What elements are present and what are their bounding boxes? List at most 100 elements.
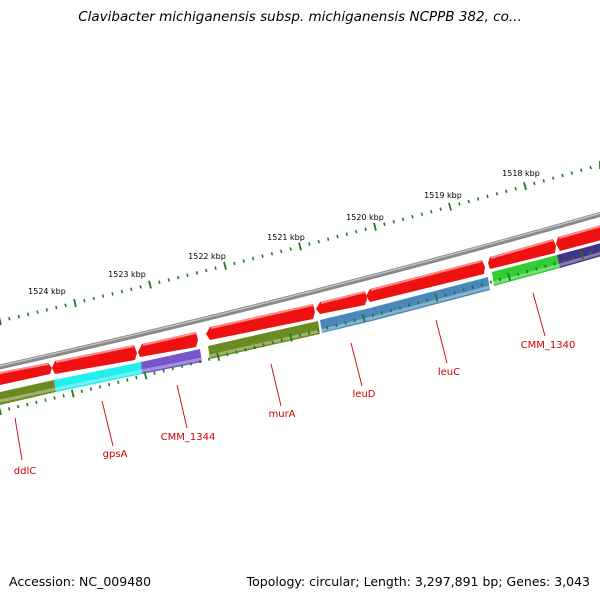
forward-gene-6[interactable]	[366, 260, 485, 302]
gene-label-ddlC[interactable]: ddlC	[14, 466, 36, 477]
outer-minor-tick	[514, 186, 517, 191]
outer-minor-tick	[467, 199, 470, 204]
outer-minor-tick	[336, 234, 339, 239]
outer-major-tick	[223, 261, 227, 270]
inner-major-tick	[70, 389, 75, 398]
outer-minor-tick	[364, 227, 367, 231]
gene-bar-leuC[interactable]	[370, 277, 490, 321]
leader-ddlC	[14, 417, 23, 461]
inner-minor-tick	[17, 404, 20, 409]
gene-bar-dark[interactable]	[557, 242, 600, 268]
outer-minor-tick	[233, 261, 236, 266]
inner-minor-tick	[117, 380, 120, 384]
outer-minor-tick	[345, 232, 349, 236]
inner-major-tick	[289, 333, 293, 342]
inner-minor-tick	[298, 333, 302, 337]
outer-minor-tick	[495, 192, 499, 196]
outer-minor-tick	[439, 207, 442, 211]
gene-label-layer: ddlC gpsA CMM_1344 murA leuD leuC CMM_13…	[14, 340, 576, 477]
gene-label-murA[interactable]: murA	[268, 409, 295, 420]
inner-major-tick	[0, 406, 2, 416]
inner-minor-tick	[62, 394, 65, 398]
inner-minor-tick	[326, 326, 329, 330]
outer-minor-tick	[355, 229, 358, 234]
gene-label-CMM_1340[interactable]: CMM_1340	[521, 340, 576, 351]
outer-minor-tick	[533, 181, 536, 186]
outer-minor-tick	[251, 256, 255, 261]
outer-minor-tick	[36, 310, 39, 314]
outer-minor-tick	[580, 168, 583, 173]
outer-major-tick	[148, 280, 152, 289]
inner-minor-tick	[553, 261, 556, 266]
forward-strand-track	[0, 224, 600, 385]
forward-gene-7[interactable]	[488, 239, 556, 269]
inner-minor-tick	[489, 280, 493, 284]
kbp-label-1519: 1519 kbp	[424, 191, 462, 200]
outer-minor-tick	[308, 242, 311, 246]
outer-major-tick	[448, 202, 452, 211]
inner-minor-tick	[171, 366, 174, 371]
forward-gene-8[interactable]	[556, 224, 600, 251]
gene-bar-gpsA[interactable]	[54, 362, 142, 392]
gene-label-leuC[interactable]: leuC	[438, 367, 460, 378]
gene-bar-murA[interactable]	[208, 321, 320, 359]
kbp-label-1522: 1522 kbp	[188, 252, 226, 261]
inner-minor-tick	[180, 364, 183, 368]
inner-minor-tick	[226, 352, 229, 357]
outer-minor-tick	[27, 312, 30, 317]
gene-label-gpsA[interactable]: gpsA	[103, 449, 128, 460]
inner-minor-tick	[453, 290, 456, 295]
gene-bar-ddlC[interactable]	[0, 380, 56, 405]
outer-minor-tick	[205, 268, 208, 273]
forward-gene-3[interactable]	[138, 332, 198, 357]
gene-bar-leuD[interactable]	[320, 308, 372, 333]
outer-minor-tick	[486, 194, 489, 199]
kbp-label-1518: 1518 kbp	[502, 169, 540, 178]
inner-minor-tick	[89, 387, 93, 391]
forward-gene-1[interactable]	[0, 363, 52, 385]
inner-minor-tick	[335, 323, 338, 328]
inner-major-tick	[579, 251, 584, 260]
inner-major-tick	[216, 352, 221, 361]
outer-minor-tick	[111, 292, 114, 296]
forward-gene-2[interactable]	[52, 345, 137, 374]
inner-minor-tick	[562, 259, 565, 263]
outer-minor-tick	[570, 171, 574, 175]
inner-major-tick	[434, 293, 439, 302]
reverse-strand-shine	[0, 251, 600, 403]
kbp-label-1524: 1524 kbp	[28, 287, 66, 296]
inner-minor-tick	[535, 267, 538, 271]
gene-label-CMM_1344[interactable]: CMM_1344	[161, 432, 216, 443]
inner-minor-tick	[380, 311, 383, 315]
inner-minor-tick	[462, 288, 465, 292]
outer-minor-tick	[261, 254, 264, 258]
outer-minor-tick	[55, 305, 58, 310]
outer-minor-tick	[195, 271, 199, 275]
outer-minor-tick	[551, 176, 555, 180]
outer-minor-tick	[430, 209, 433, 214]
outer-minor-tick	[64, 303, 67, 308]
forward-gene-5[interactable]	[316, 291, 367, 314]
outer-minor-tick	[17, 314, 20, 319]
inner-minor-tick	[153, 371, 156, 375]
gene-bar-CMM_1344[interactable]	[141, 349, 202, 374]
outer-major-tick	[0, 316, 2, 326]
inner-minor-tick	[480, 282, 484, 287]
leader-leuC	[435, 319, 448, 364]
inner-minor-tick	[162, 369, 165, 373]
inner-minor-tick	[107, 382, 111, 387]
gene-label-leuD[interactable]: leuD	[353, 389, 376, 400]
inner-minor-tick	[207, 357, 211, 361]
inner-major-tick	[507, 272, 512, 281]
outer-minor-tick	[92, 296, 95, 301]
outer-minor-tick	[420, 212, 424, 216]
forward-gene-4[interactable]	[206, 304, 315, 340]
kbp-label-1521: 1521 kbp	[267, 233, 305, 242]
outer-minor-tick	[214, 266, 217, 270]
genome-backbone	[0, 211, 600, 370]
outer-minor-tick	[8, 317, 11, 321]
leader-gpsA	[101, 400, 114, 447]
inner-minor-tick	[389, 308, 393, 313]
outer-minor-tick	[120, 289, 124, 294]
